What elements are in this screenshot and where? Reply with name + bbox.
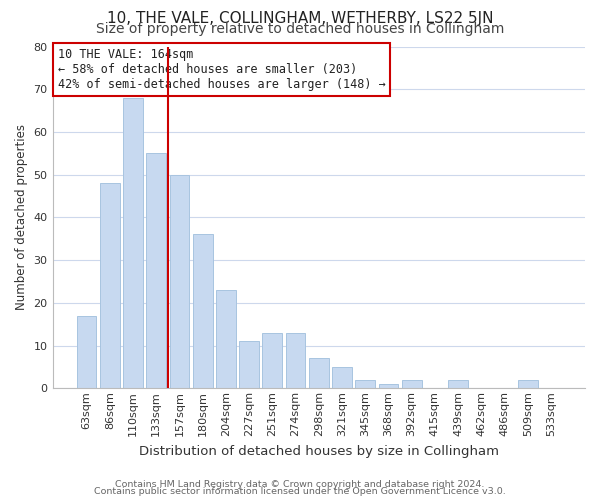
- Text: Contains HM Land Registry data © Crown copyright and database right 2024.: Contains HM Land Registry data © Crown c…: [115, 480, 485, 489]
- Bar: [448, 380, 468, 388]
- Bar: [402, 380, 422, 388]
- Bar: [379, 384, 398, 388]
- Bar: [332, 367, 352, 388]
- Text: Size of property relative to detached houses in Collingham: Size of property relative to detached ho…: [96, 22, 504, 36]
- Bar: [193, 234, 212, 388]
- Bar: [355, 380, 375, 388]
- Bar: [146, 154, 166, 388]
- X-axis label: Distribution of detached houses by size in Collingham: Distribution of detached houses by size …: [139, 444, 499, 458]
- Bar: [239, 342, 259, 388]
- Text: 10 THE VALE: 164sqm
← 58% of detached houses are smaller (203)
42% of semi-detac: 10 THE VALE: 164sqm ← 58% of detached ho…: [58, 48, 386, 91]
- Text: 10, THE VALE, COLLINGHAM, WETHERBY, LS22 5JN: 10, THE VALE, COLLINGHAM, WETHERBY, LS22…: [107, 11, 493, 26]
- Bar: [518, 380, 538, 388]
- Bar: [170, 174, 190, 388]
- Bar: [309, 358, 329, 388]
- Bar: [216, 290, 236, 388]
- Bar: [100, 183, 119, 388]
- Bar: [286, 332, 305, 388]
- Y-axis label: Number of detached properties: Number of detached properties: [15, 124, 28, 310]
- Bar: [262, 332, 282, 388]
- Text: Contains public sector information licensed under the Open Government Licence v3: Contains public sector information licen…: [94, 487, 506, 496]
- Bar: [77, 316, 97, 388]
- Bar: [123, 98, 143, 388]
